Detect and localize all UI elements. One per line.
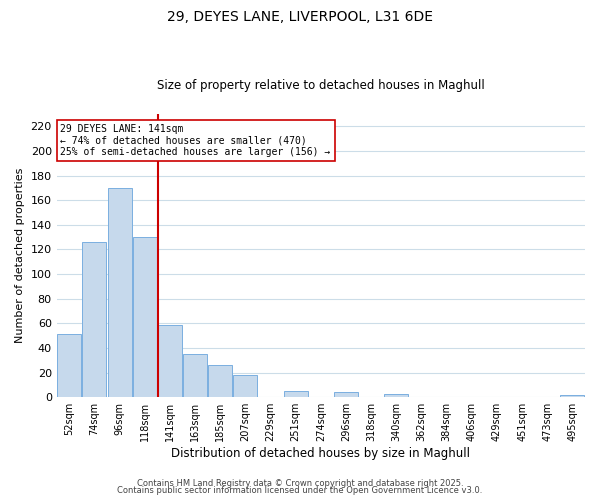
Text: 29 DEYES LANE: 141sqm
← 74% of detached houses are smaller (470)
25% of semi-det: 29 DEYES LANE: 141sqm ← 74% of detached … (61, 124, 331, 157)
Bar (334, 392, 358, 397)
Bar (208, 365, 232, 397)
Text: Contains public sector information licensed under the Open Government Licence v3: Contains public sector information licen… (118, 486, 482, 495)
Bar (158, 324, 182, 397)
Text: Contains HM Land Registry data © Crown copyright and database right 2025.: Contains HM Land Registry data © Crown c… (137, 478, 463, 488)
Bar (82, 242, 106, 397)
Bar (183, 354, 207, 397)
X-axis label: Distribution of detached houses by size in Maghull: Distribution of detached houses by size … (172, 447, 470, 460)
Y-axis label: Number of detached properties: Number of detached properties (15, 168, 25, 344)
Bar (385, 394, 408, 397)
Bar (284, 391, 308, 397)
Text: 29, DEYES LANE, LIVERPOOL, L31 6DE: 29, DEYES LANE, LIVERPOOL, L31 6DE (167, 10, 433, 24)
Bar (57, 334, 81, 397)
Bar (107, 188, 131, 397)
Bar (233, 375, 257, 397)
Title: Size of property relative to detached houses in Maghull: Size of property relative to detached ho… (157, 79, 485, 92)
Bar (133, 237, 157, 397)
Bar (560, 394, 584, 397)
